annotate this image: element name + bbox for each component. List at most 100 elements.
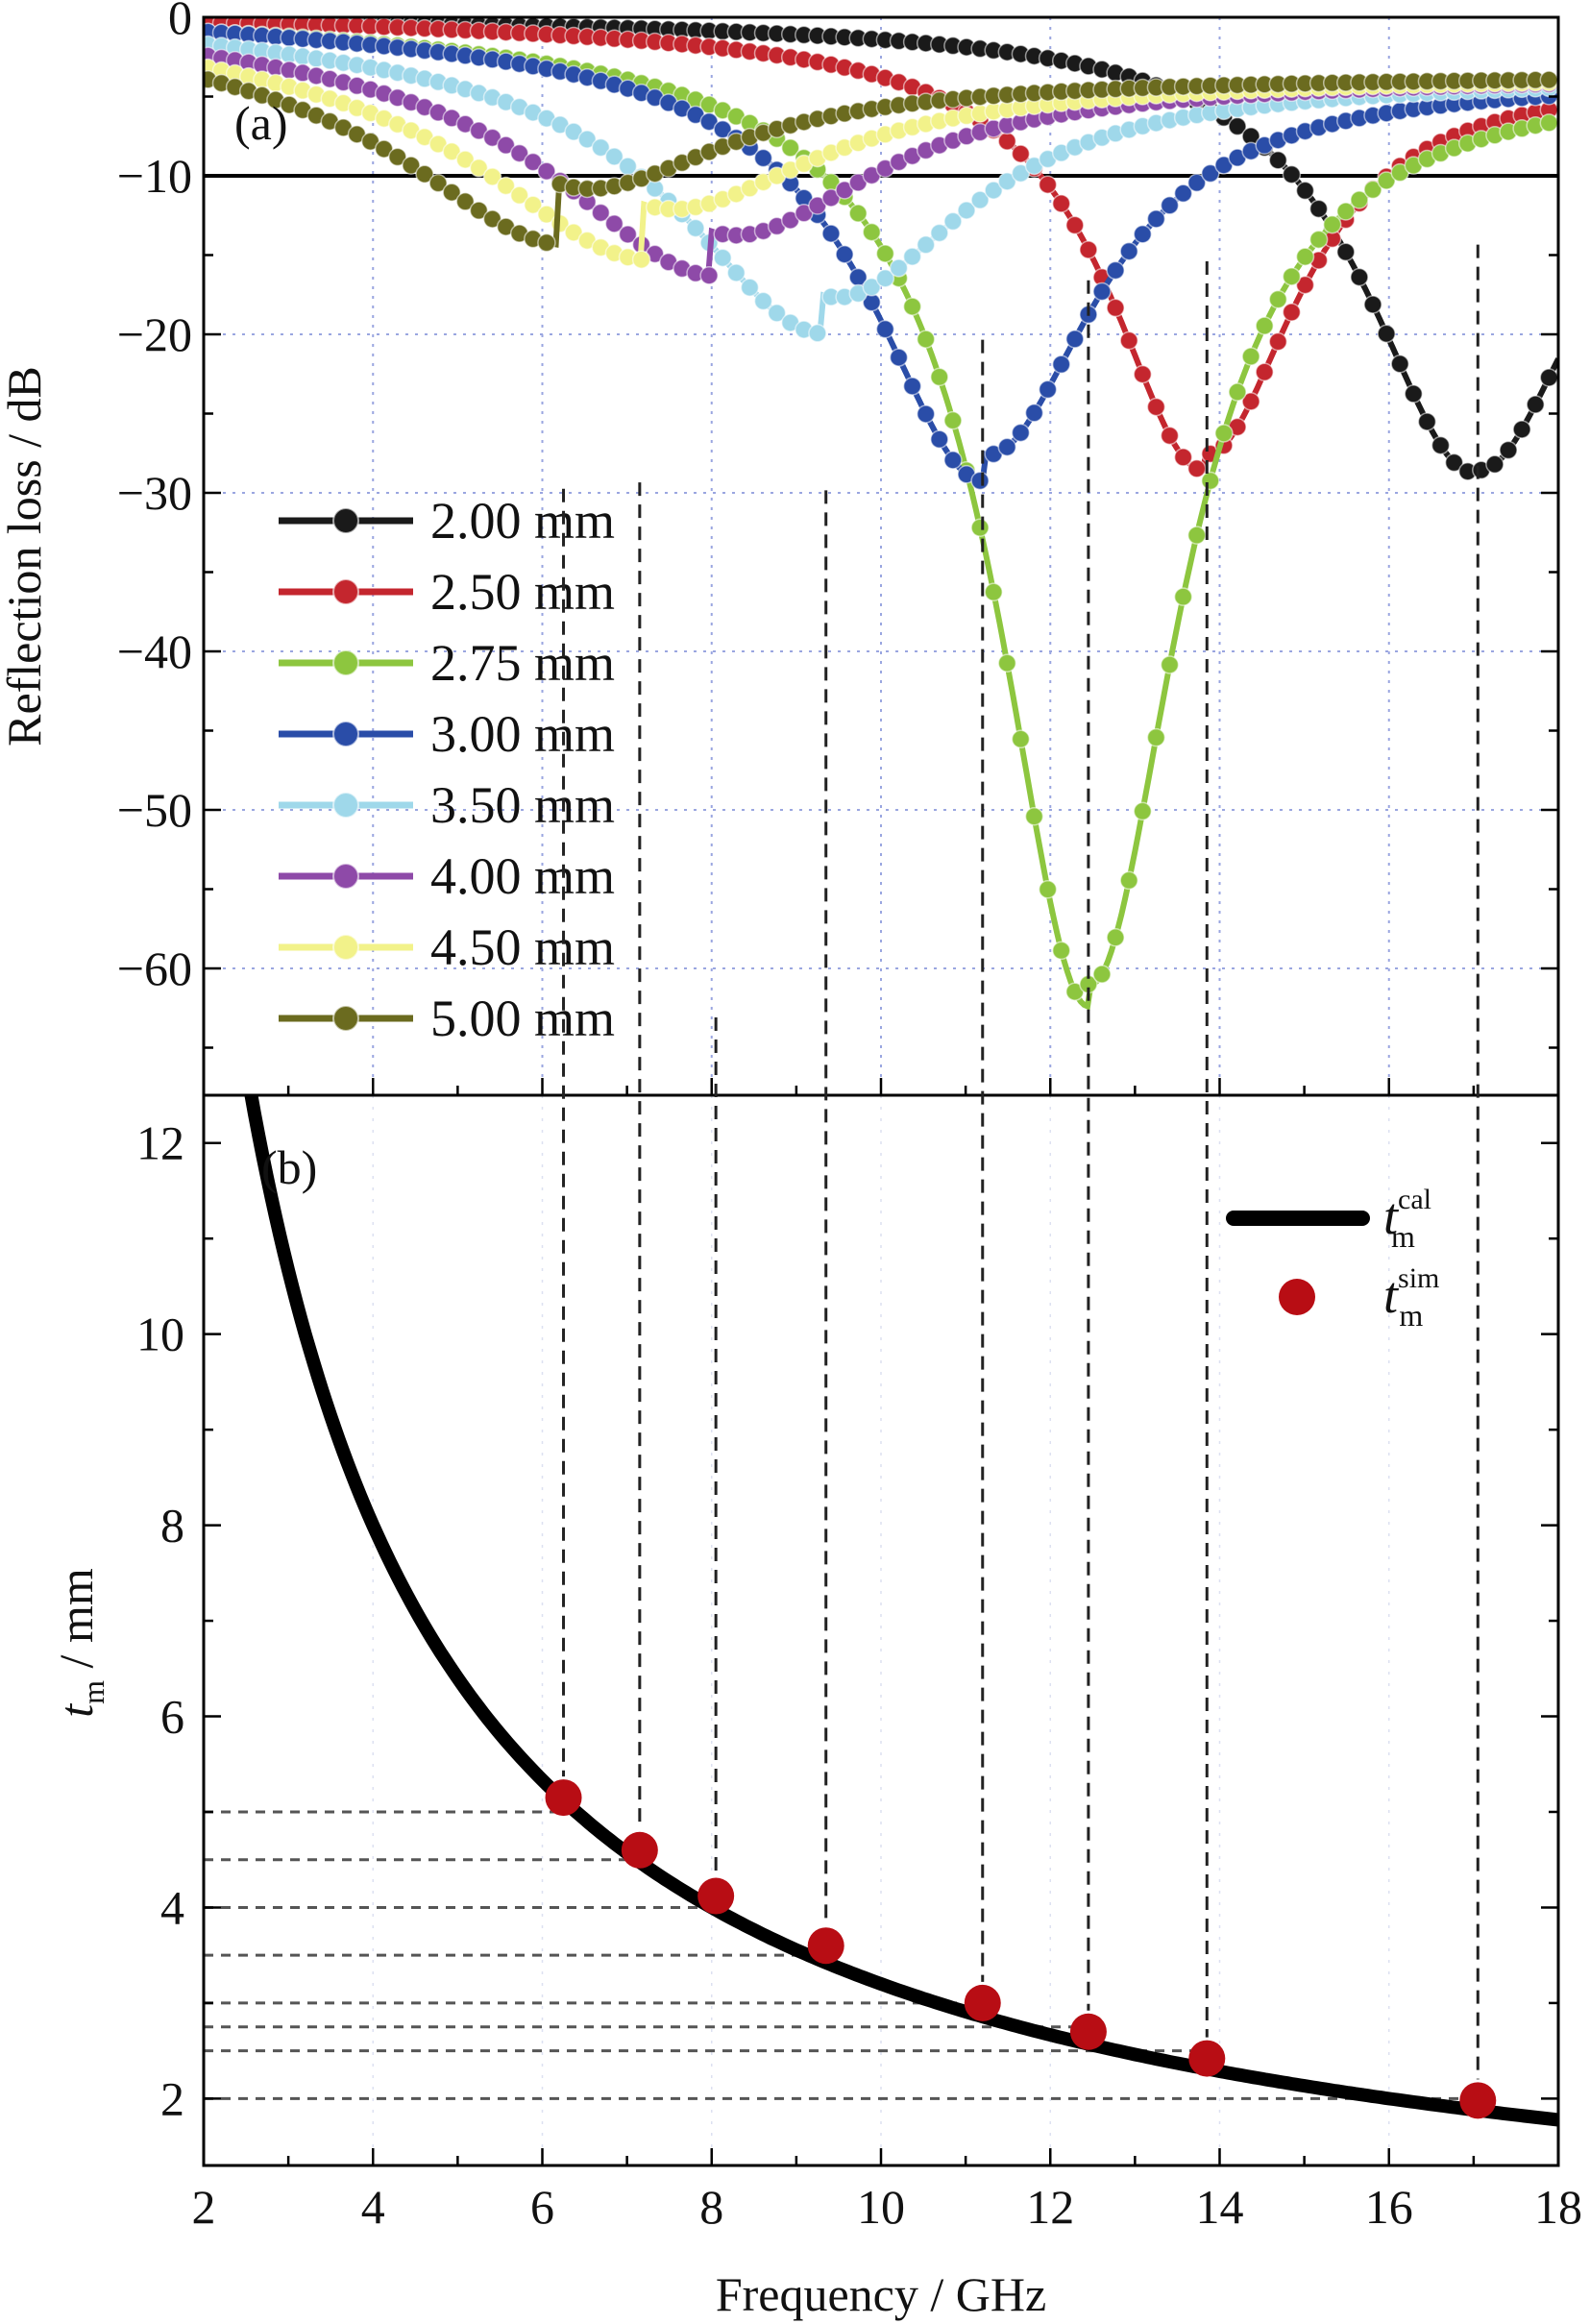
- series-marker: [1146, 397, 1166, 417]
- series-marker: [1282, 164, 1302, 184]
- legend-entry: 2.75 mm: [279, 634, 615, 692]
- series-marker: [1241, 392, 1260, 411]
- series-marker: [1295, 275, 1315, 295]
- series-marker: [1363, 295, 1382, 314]
- series-marker: [875, 268, 895, 288]
- legend-swatch-marker: [332, 792, 359, 819]
- series-marker: [591, 203, 611, 223]
- series-marker: [1444, 453, 1464, 473]
- series-marker: [1119, 241, 1138, 261]
- series-marker: [496, 176, 516, 196]
- y-tick-label: 8: [160, 1499, 184, 1553]
- y-tick-label: 6: [160, 1690, 184, 1744]
- series-marker: [943, 410, 963, 430]
- y-tick-label: 12: [136, 1116, 184, 1170]
- legend-swatch-marker: [1279, 1279, 1315, 1315]
- series-marker: [402, 156, 421, 175]
- legend-sub: m: [1391, 1219, 1415, 1254]
- legend-entry: tcal m: [1226, 1184, 1431, 1254]
- series-marker: [1186, 173, 1207, 193]
- x-tick-label: 4: [361, 2180, 385, 2234]
- panel-a-y-axis-title: Reflection loss / dB: [0, 366, 51, 746]
- series-marker: [1186, 526, 1207, 545]
- sim-point: [807, 1927, 844, 1965]
- legend-swatch-marker: [332, 934, 359, 961]
- series-marker: [1173, 587, 1193, 606]
- legend-entry: 5.00 mm: [279, 990, 615, 1047]
- legend-label: 2.50 mm: [430, 563, 615, 621]
- series-marker: [442, 183, 461, 202]
- series-marker: [509, 143, 529, 163]
- y-tick-label: −10: [117, 149, 192, 203]
- panel-a-label: (a): [234, 96, 288, 150]
- series-marker: [835, 244, 854, 264]
- legend-entry: 2.00 mm: [279, 492, 615, 550]
- cal-curve-line: [244, 1095, 1558, 2127]
- series-marker: [997, 172, 1017, 191]
- series-marker: [1404, 384, 1424, 404]
- legend-swatch-marker: [332, 1005, 359, 1032]
- series-marker: [1282, 267, 1302, 286]
- series-marker: [455, 150, 476, 169]
- x-tick-label: 16: [1365, 2180, 1413, 2234]
- series-marker: [631, 250, 651, 269]
- series-marker: [1065, 330, 1085, 349]
- series-marker: [1092, 965, 1112, 984]
- series-marker: [984, 181, 1003, 200]
- legend-main: t: [1383, 1266, 1400, 1324]
- legend-label: 5.00 mm: [430, 990, 615, 1047]
- series-marker: [1051, 194, 1071, 213]
- series-marker: [1539, 113, 1558, 133]
- series-marker: [780, 138, 800, 158]
- series-marker: [1268, 289, 1288, 309]
- series-marker: [1417, 412, 1437, 431]
- series-marker: [1539, 70, 1558, 89]
- series-marker: [1228, 382, 1247, 402]
- x-tick-label: 2: [192, 2180, 216, 2234]
- series-marker: [1051, 941, 1071, 961]
- legend-label: 3.50 mm: [430, 776, 615, 834]
- x-tick-label: 10: [857, 2180, 905, 2234]
- x-tick-label: 12: [1026, 2180, 1074, 2234]
- series-marker: [753, 291, 773, 311]
- series-marker: [957, 201, 976, 220]
- series-marker: [415, 164, 434, 183]
- series-marker: [916, 404, 936, 424]
- y-tick-label: 0: [168, 0, 192, 44]
- series-marker: [1336, 242, 1356, 262]
- series-marker: [1485, 454, 1504, 475]
- series-marker: [1201, 471, 1220, 491]
- series-marker: [455, 192, 476, 211]
- series-marker: [496, 135, 516, 155]
- panel-a-legend: 2.00 mm 2.50 mm 2.75 mm 3.00 mm 3.50 mm 4.00 …: [279, 492, 615, 1047]
- series-marker: [1336, 202, 1356, 221]
- series-marker: [753, 148, 773, 168]
- resonance-connector-lines: [562, 244, 1480, 2080]
- legend-sub: m: [1399, 1298, 1423, 1333]
- x-tick-label: 18: [1534, 2180, 1582, 2234]
- x-tick-label: 6: [530, 2180, 554, 2234]
- series-marker: [916, 330, 936, 349]
- series-marker: [1024, 807, 1044, 826]
- panel-b-y-tick-labels: 2 4 6 8 10 12: [136, 1116, 184, 2126]
- series-marker: [1499, 440, 1518, 460]
- y-tick-label: −50: [117, 783, 192, 837]
- series-marker: [997, 653, 1017, 673]
- series-marker: [1024, 404, 1044, 423]
- series-marker: [1377, 171, 1396, 190]
- series-marker: [930, 367, 949, 387]
- series-marker: [1268, 331, 1288, 352]
- series-marker: [1350, 190, 1369, 209]
- panel-a-grid: [204, 17, 1558, 1095]
- legend-entry: 4.50 mm: [279, 918, 615, 976]
- series-marker: [713, 248, 732, 268]
- legend-swatch-marker: [332, 578, 359, 605]
- y-tick-label: −20: [117, 307, 192, 361]
- series-marker: [1214, 424, 1234, 443]
- sim-point: [621, 1831, 658, 1869]
- series-marker: [469, 159, 489, 178]
- series-marker: [1092, 281, 1112, 302]
- series-marker: [902, 247, 922, 266]
- legend-sup: cal: [1398, 1184, 1431, 1215]
